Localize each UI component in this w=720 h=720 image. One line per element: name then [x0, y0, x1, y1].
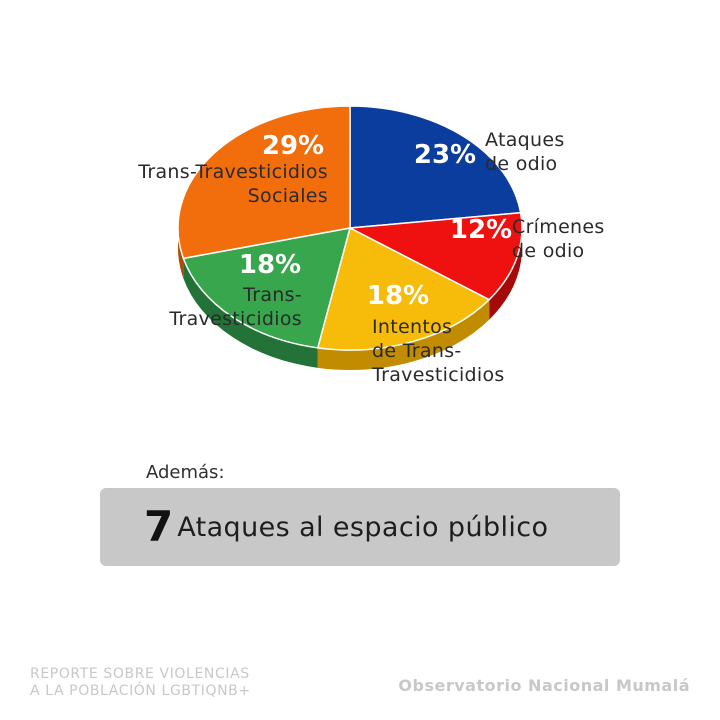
pie-slice-4	[177, 105, 351, 260]
pie-category-label-2-line-1: de Trans-	[372, 340, 462, 362]
organization-name: Observatorio Nacional Mumalá	[398, 676, 690, 695]
extra-stat-text: Ataques al espacio público	[177, 511, 549, 543]
extra-stat-number: 7	[144, 502, 174, 551]
pie-side-2	[317, 299, 490, 371]
pie-percent-label-0: 23%	[414, 140, 476, 170]
report-title-line1: REPORTE SOBRE VIOLENCIAS	[30, 666, 250, 682]
pie-category-label-0-line-1: de odio	[485, 153, 557, 175]
pie-depth	[178, 228, 522, 371]
pie-percent-label-4: 29%	[262, 131, 324, 161]
pie-category-label-4-line-0: Trans-Travesticidios	[137, 161, 328, 183]
pie-percent-label-2: 18%	[367, 281, 429, 311]
pie-category-label-3-line-1: Travesticidios	[168, 308, 302, 330]
report-title-line2: A LA POBLACIÓN LGBTIQNB+	[30, 683, 251, 699]
extra-stat-box: 7 Ataques al espacio público	[100, 488, 620, 566]
pie-slice-3	[182, 227, 352, 349]
pie-slice-0	[349, 105, 522, 229]
pie-category-label-4-line-1: Sociales	[248, 185, 328, 207]
pie-percent-label-3: 18%	[239, 250, 301, 280]
pie-slices	[177, 105, 523, 351]
pie-slice-1	[347, 211, 523, 301]
pie-category-label-2-line-0: Intentos	[372, 316, 452, 338]
pie-category-label-3-line-0: Trans-	[242, 284, 302, 306]
report-title: REPORTE SOBRE VIOLENCIAS A LA POBLACIÓN …	[30, 666, 251, 700]
pie-percent-labels: 23% 12% 18% 18% 29%	[239, 131, 512, 311]
pie-side-3	[183, 258, 318, 368]
pie-category-label-2-line-2: Travesticidios	[371, 364, 505, 386]
pie-percent-label-1: 12%	[450, 215, 512, 245]
pie-side-4	[178, 228, 184, 279]
pie-side-1	[489, 228, 522, 320]
pie-slice-2	[316, 226, 491, 351]
pie-category-label-1-line-1: de odio	[512, 240, 584, 262]
pie-category-label-0-line-0: Ataques	[485, 129, 565, 151]
ademas-label: Además:	[146, 462, 225, 483]
pie-category-label-1-line-0: Crímenes	[512, 216, 605, 238]
